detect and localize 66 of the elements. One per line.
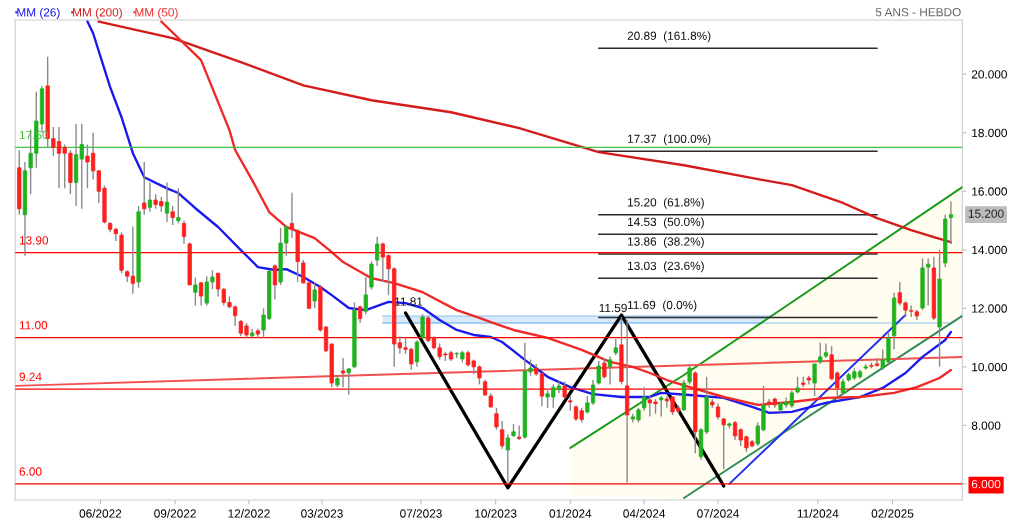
annotation: 13.03 (23.6%) [628,261,704,273]
annotation: 20.89 (161.8%) [627,31,711,43]
candlestick [346,367,351,396]
candlestick [602,357,607,380]
candlestick [505,433,510,484]
x-tick-label: 11/2024 [797,509,839,518]
x-tick-label: 07/2024 [697,509,739,518]
candlestick [170,205,175,226]
legend-label: MM (200) [73,7,122,19]
candlestick [176,187,181,225]
candlestick [272,263,278,301]
candlestick [363,276,368,315]
candlestick [687,363,692,386]
candlestick [340,357,346,389]
text: 5 ANS - HEBDO [875,8,961,17]
line-series [403,311,726,490]
candlestick [420,313,425,340]
candlestick [193,276,198,307]
y-tick-label: 16.000 [972,187,1007,196]
x-tick-label: 07/2023 [400,509,442,518]
candlestick [642,386,647,412]
candlestick [142,161,147,216]
ref-line-label: 9.24 [19,372,42,381]
annotation: 15.20 (61.8%) [628,197,704,209]
candlestick [500,420,505,450]
y-tick-label: 14.000 [972,245,1007,255]
candlestick [812,363,817,397]
candlestick [147,181,153,213]
candlestick [312,281,317,310]
y-tick-label: 8.000 [971,421,1001,430]
x-tick-label: 06/2022 [79,509,122,518]
x-tick-label: 03/2023 [301,509,343,518]
x-tick-label: 04/2024 [623,509,666,518]
annotation: 15.200 [968,209,1004,218]
candlestick [517,424,522,441]
candlestick [494,407,499,431]
annotation: 13.86 (38.2%) [628,237,704,249]
candlestick [289,192,295,239]
y-tick-label: 12.000 [972,304,1007,313]
candlestick [164,181,170,223]
x-tick-label: 02/2025 [871,509,914,518]
ref-line-label: 13.90 [19,236,49,245]
y-tick-label: 18.000 [972,128,1007,138]
candlestick [948,200,954,245]
legend-label: MM (26) [17,7,60,19]
candlestick [369,260,374,291]
y-tick-label: 10.000 [972,362,1007,372]
ref-line-label: 6.00 [19,467,42,476]
ref-line-label: 11.00 [19,321,48,330]
legend-label: MM (50) [135,7,178,19]
x-tick-label: 10/2023 [475,509,517,518]
candlestick [181,219,187,245]
x-tick-label: 12/2022 [228,509,270,518]
y-tick-label: 20.000 [971,70,1007,79]
candlestick [721,417,726,470]
x-tick-label: 09/2022 [154,509,196,518]
y-tick-label: 6.000 [971,479,1001,489]
candlestick [607,355,613,386]
x-tick-label: 01/2024 [549,509,592,518]
candlestick [375,235,380,267]
annotation: 17.37 (100.0%) [628,134,711,146]
candlestick [414,339,420,368]
annotation: 11.69 (0.0%) [628,300,697,312]
candlestick [659,395,664,418]
annotation: 11.59 [599,303,627,313]
annotation: 14.53 (50.0%) [628,217,704,229]
